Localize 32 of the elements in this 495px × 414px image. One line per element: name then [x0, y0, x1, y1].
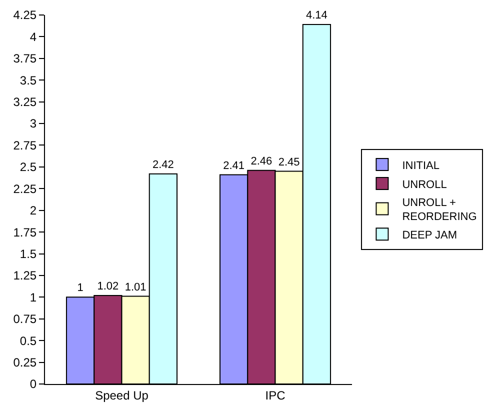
data-label: 1.02 — [97, 280, 119, 292]
data-label: 1 — [77, 282, 84, 294]
y-tick-label: 4 — [30, 30, 37, 44]
data-label: 2.42 — [152, 158, 174, 171]
y-tick-label: 3.5 — [20, 73, 37, 88]
y-tick-label: 1 — [30, 290, 37, 304]
x-tick-label: Speed Up — [95, 388, 149, 402]
data-label: 2.41 — [223, 160, 245, 172]
y-tick-label: 3.25 — [13, 95, 37, 110]
legend-label: DEEP JAM — [402, 229, 458, 242]
y-tick-label: 3 — [30, 116, 37, 131]
y-tick-label: 0 — [30, 377, 37, 392]
legend-label: UNROLL — [402, 178, 447, 191]
y-tick-label: 2.75 — [13, 138, 37, 152]
y-tick-label: 2 — [30, 204, 37, 218]
y-tick-label: 4.25 — [13, 8, 37, 22]
y-tick-label: 2.25 — [13, 182, 37, 196]
legend-label: UNROLL + REORDERING — [402, 196, 477, 224]
data-label: 4.14 — [306, 10, 328, 22]
data-label: 1.01 — [124, 281, 146, 294]
y-tick-label: 0.25 — [13, 355, 37, 370]
x-tick-label: IPC — [265, 388, 286, 402]
y-tick-label: 1.75 — [13, 225, 37, 240]
y-tick-label: 1.25 — [13, 268, 37, 283]
legend-label: INITIAL — [402, 160, 440, 172]
data-label: 2.46 — [250, 155, 272, 168]
y-tick-label: 0.75 — [13, 312, 37, 326]
y-tick-label: 0.5 — [20, 334, 37, 348]
data-label: 2.45 — [278, 156, 300, 168]
y-tick-label: 3.75 — [13, 52, 37, 66]
y-tick-label: 2.5 — [20, 160, 37, 174]
y-tick-label: 1.5 — [20, 246, 37, 261]
